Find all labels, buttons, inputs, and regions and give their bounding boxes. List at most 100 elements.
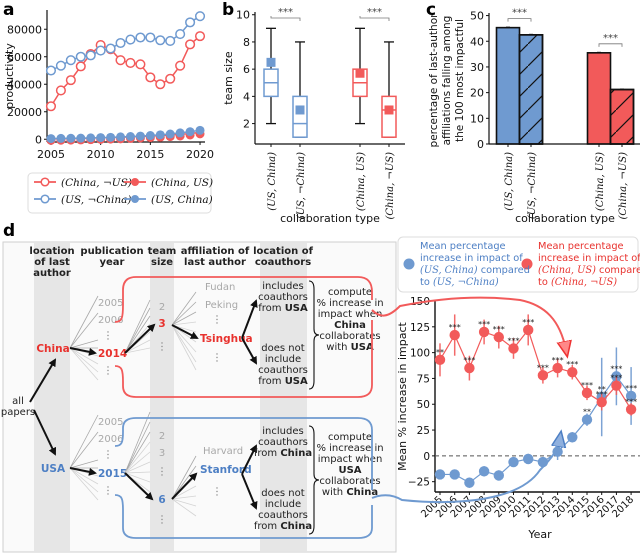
coauthor-country: China (280, 521, 312, 532)
y-tick-label: 20 (470, 87, 484, 100)
y-tick-label: 25 (417, 425, 430, 437)
data-point (125, 57, 136, 68)
legend-blue-text: to (420, 277, 433, 288)
fan-line (69, 347, 99, 373)
arrow (241, 337, 257, 365)
fan-line (69, 414, 99, 469)
fan-line (171, 495, 197, 500)
significance-label: *** (522, 318, 534, 327)
compute-country: China (346, 487, 378, 498)
data-point (125, 132, 135, 141)
ellipsis-dot (107, 450, 109, 452)
coauthor-text: from USA (258, 303, 308, 314)
significance-bracket (270, 16, 301, 21)
significance-label: ** (598, 385, 606, 394)
coauthor-text-part: from (254, 521, 280, 532)
coauthor-text: coauthors (258, 292, 308, 303)
x-tick-label: 2010 (87, 148, 115, 161)
compute-text-part: with (322, 487, 346, 498)
data-point (581, 387, 593, 399)
arrow (69, 467, 97, 476)
panel-c-plot: 0 10 20 30 40 50 percentage of last-author affi… (428, 8, 640, 225)
y-tick-label: 2 (243, 118, 250, 131)
legend-blue-math: (US, ¬China) (433, 277, 499, 288)
x-tick-label: (China, ¬US) (618, 152, 629, 220)
ellipsis-dot (107, 493, 109, 495)
fan-line (124, 307, 151, 354)
data-point (434, 469, 446, 480)
y-tick-label: 0 (423, 451, 430, 463)
panel-c: c 0 10 20 30 40 50 percentage of last-author af… (426, 0, 640, 225)
fan-line (69, 347, 99, 381)
data-point (195, 125, 205, 135)
y-tick-label: 50 (417, 399, 430, 411)
y-tick-label: 50 (470, 10, 484, 23)
x-tick-label: (US, ¬China) (296, 152, 307, 219)
y-tick-label: 40000 (7, 78, 42, 91)
root-label: papers (1, 407, 35, 418)
fan-line (124, 339, 151, 354)
data-point (625, 390, 637, 402)
ellipsis-dot (216, 487, 218, 489)
ellipsis-dot (161, 342, 163, 344)
coauthor-text: does not (261, 488, 304, 499)
data-point (611, 380, 622, 391)
legend-blue-text: compared (478, 265, 530, 276)
y-axis-label: Mean % increase in impact (396, 321, 409, 470)
data-point (135, 59, 146, 70)
y-tick-label: 8 (243, 36, 250, 49)
y-axis-label: the 100 most impactful (454, 19, 466, 142)
coauthor-text: from China (254, 448, 312, 459)
x-tick-label: (US, China) (504, 152, 515, 211)
legend-marker (40, 194, 50, 204)
arrow (241, 299, 258, 339)
significance-label: *** (566, 360, 578, 369)
compute-text: with USA (326, 342, 374, 353)
fan-line (171, 291, 197, 326)
significance-label: *** (463, 356, 475, 365)
affiliation-label: Fudan (205, 282, 235, 293)
y-tick-label: 6 (243, 63, 250, 76)
data-point (55, 60, 66, 71)
fan-line (171, 485, 197, 500)
panel-d-letter: d (3, 221, 15, 241)
column-header: size (151, 257, 173, 268)
fan-line (69, 312, 99, 349)
y-tick-label: 4 (243, 90, 250, 103)
ellipsis-dot (107, 486, 109, 488)
coauthor-text: includes (262, 281, 303, 292)
x-tick-label: (US, ¬China) (527, 152, 538, 219)
ellipsis-dot (107, 457, 109, 459)
box (292, 95, 308, 138)
data-point (194, 11, 206, 22)
arrow (33, 409, 57, 456)
column-header: affiliation of (181, 246, 250, 257)
significance-label: *** (493, 325, 505, 334)
ellipsis-dot (161, 518, 163, 521)
data-point (95, 45, 106, 56)
column-header: author (33, 268, 71, 279)
blue-connector-arrow (371, 438, 560, 504)
team-size-label: 2 (159, 431, 165, 442)
column-header: location of (253, 246, 314, 257)
bar (495, 26, 521, 145)
legend-blue-line: increase in impact of (420, 253, 523, 264)
mean-marker (384, 105, 394, 115)
ellipsis-dot (216, 494, 218, 496)
legend-label: (China, ¬US) (61, 177, 132, 189)
data-point (194, 31, 206, 42)
compute-text: impact when (318, 454, 383, 465)
data-point (55, 85, 66, 96)
series-line (50, 35, 201, 107)
year-label: 2006 (98, 434, 123, 445)
fan-line (69, 339, 99, 349)
arrow (241, 473, 258, 510)
compute-text: compute (328, 287, 372, 298)
fan-line (171, 324, 197, 353)
fan-line (171, 321, 197, 326)
compute-text: with China (322, 487, 378, 498)
